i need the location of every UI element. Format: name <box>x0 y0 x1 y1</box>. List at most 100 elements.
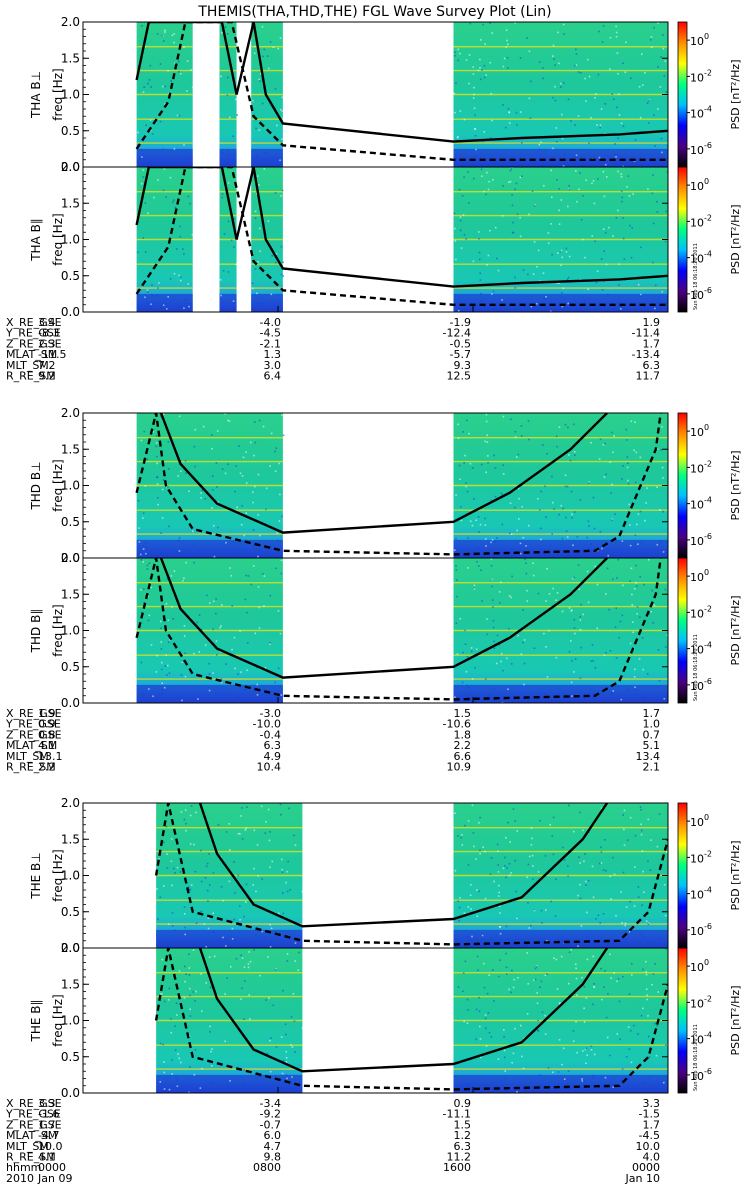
speckle <box>210 1065 213 1067</box>
generation-stamp: Sun Sep 18 06:18:20 2011 <box>693 1024 699 1091</box>
speckle <box>522 536 525 539</box>
speckle <box>461 681 464 684</box>
speckle <box>225 663 227 665</box>
speckle <box>275 253 278 255</box>
y-tick-label: 1.0 <box>61 479 80 493</box>
speckle <box>200 973 202 975</box>
speckle <box>637 283 640 286</box>
speckle <box>239 630 241 632</box>
speckle <box>654 284 657 287</box>
y-tick-label: 2.0 <box>61 406 80 420</box>
speckle <box>504 856 506 859</box>
speckle <box>481 934 484 937</box>
speckle <box>550 900 553 903</box>
speckle <box>189 889 191 891</box>
speckle <box>511 231 514 234</box>
speckle <box>209 548 212 551</box>
speckle <box>279 159 281 162</box>
speckle <box>170 80 173 82</box>
speckle <box>527 863 530 866</box>
speckle <box>258 606 260 609</box>
speckle <box>605 473 607 476</box>
speckle <box>586 958 589 961</box>
speckle <box>155 435 158 437</box>
speckle <box>243 1083 245 1086</box>
speckle <box>226 94 229 96</box>
speckle <box>517 977 519 979</box>
speckle <box>627 175 630 177</box>
y-tick-label: 0.0 <box>61 941 80 955</box>
speckle <box>222 269 225 272</box>
ephemeris-value: -1.5 <box>639 1108 660 1121</box>
speckle <box>280 559 283 562</box>
ephemeris-value: 6.6 <box>454 750 472 763</box>
speckle <box>660 137 663 140</box>
speckle <box>221 196 223 199</box>
speckle <box>206 862 209 865</box>
speckle <box>554 64 556 66</box>
speckle <box>656 486 658 489</box>
speckle <box>455 579 458 581</box>
speckle <box>571 516 573 519</box>
speckle <box>621 200 623 203</box>
speckle <box>274 470 277 473</box>
speckle <box>533 979 535 981</box>
speckle <box>509 841 511 843</box>
speckle <box>267 220 270 222</box>
speckle <box>568 951 571 954</box>
colorbar-tick-label: 10-2 <box>690 994 712 1010</box>
speckle <box>525 562 527 565</box>
ephemeris-label: X_RE_GSE <box>6 707 62 720</box>
speckle <box>566 278 569 281</box>
generation-stamp: Sun Sep 18 06:18:20 2011 <box>693 243 699 310</box>
y-tick-label: 1.0 <box>61 624 80 638</box>
speckle <box>574 124 577 126</box>
speckle <box>506 56 509 59</box>
speckle <box>558 426 561 428</box>
speckle <box>592 955 595 958</box>
speckle <box>282 1059 285 1062</box>
speckle <box>625 428 628 431</box>
speckle <box>265 821 267 823</box>
speckle <box>490 499 493 502</box>
speckle <box>627 483 630 485</box>
speckle <box>549 310 552 312</box>
ephemeris-value: 6.0 <box>264 1129 282 1142</box>
speckle <box>545 295 547 298</box>
speckle <box>514 935 517 937</box>
speckle <box>575 64 578 66</box>
speckle <box>573 450 576 453</box>
speckle <box>597 73 600 76</box>
speckle <box>143 430 146 433</box>
speckle <box>259 974 261 977</box>
speckle <box>584 853 586 855</box>
y-tick-label: 1.5 <box>61 832 80 846</box>
speckle <box>604 1076 607 1079</box>
speckle <box>555 435 558 438</box>
speckle <box>634 686 636 689</box>
speckle <box>556 140 558 143</box>
speckle <box>514 859 517 862</box>
speckle <box>490 541 492 544</box>
speckle <box>502 473 505 475</box>
speckle <box>609 953 611 956</box>
speckle <box>484 897 487 900</box>
speckle <box>284 1023 287 1026</box>
speckle <box>287 860 289 863</box>
speckle <box>468 82 470 85</box>
speckle <box>524 558 526 561</box>
speckle <box>505 966 508 969</box>
speckle <box>459 216 462 219</box>
speckle <box>647 1015 649 1017</box>
speckle <box>255 890 257 893</box>
speckle <box>615 25 617 28</box>
speckle <box>463 824 466 827</box>
speckle <box>485 420 488 423</box>
speckle <box>168 525 170 528</box>
speckle <box>229 1080 231 1082</box>
y-tick-label: 0.0 <box>61 305 80 319</box>
speckle <box>506 973 508 975</box>
speckle <box>614 513 616 515</box>
speckle <box>666 171 668 174</box>
